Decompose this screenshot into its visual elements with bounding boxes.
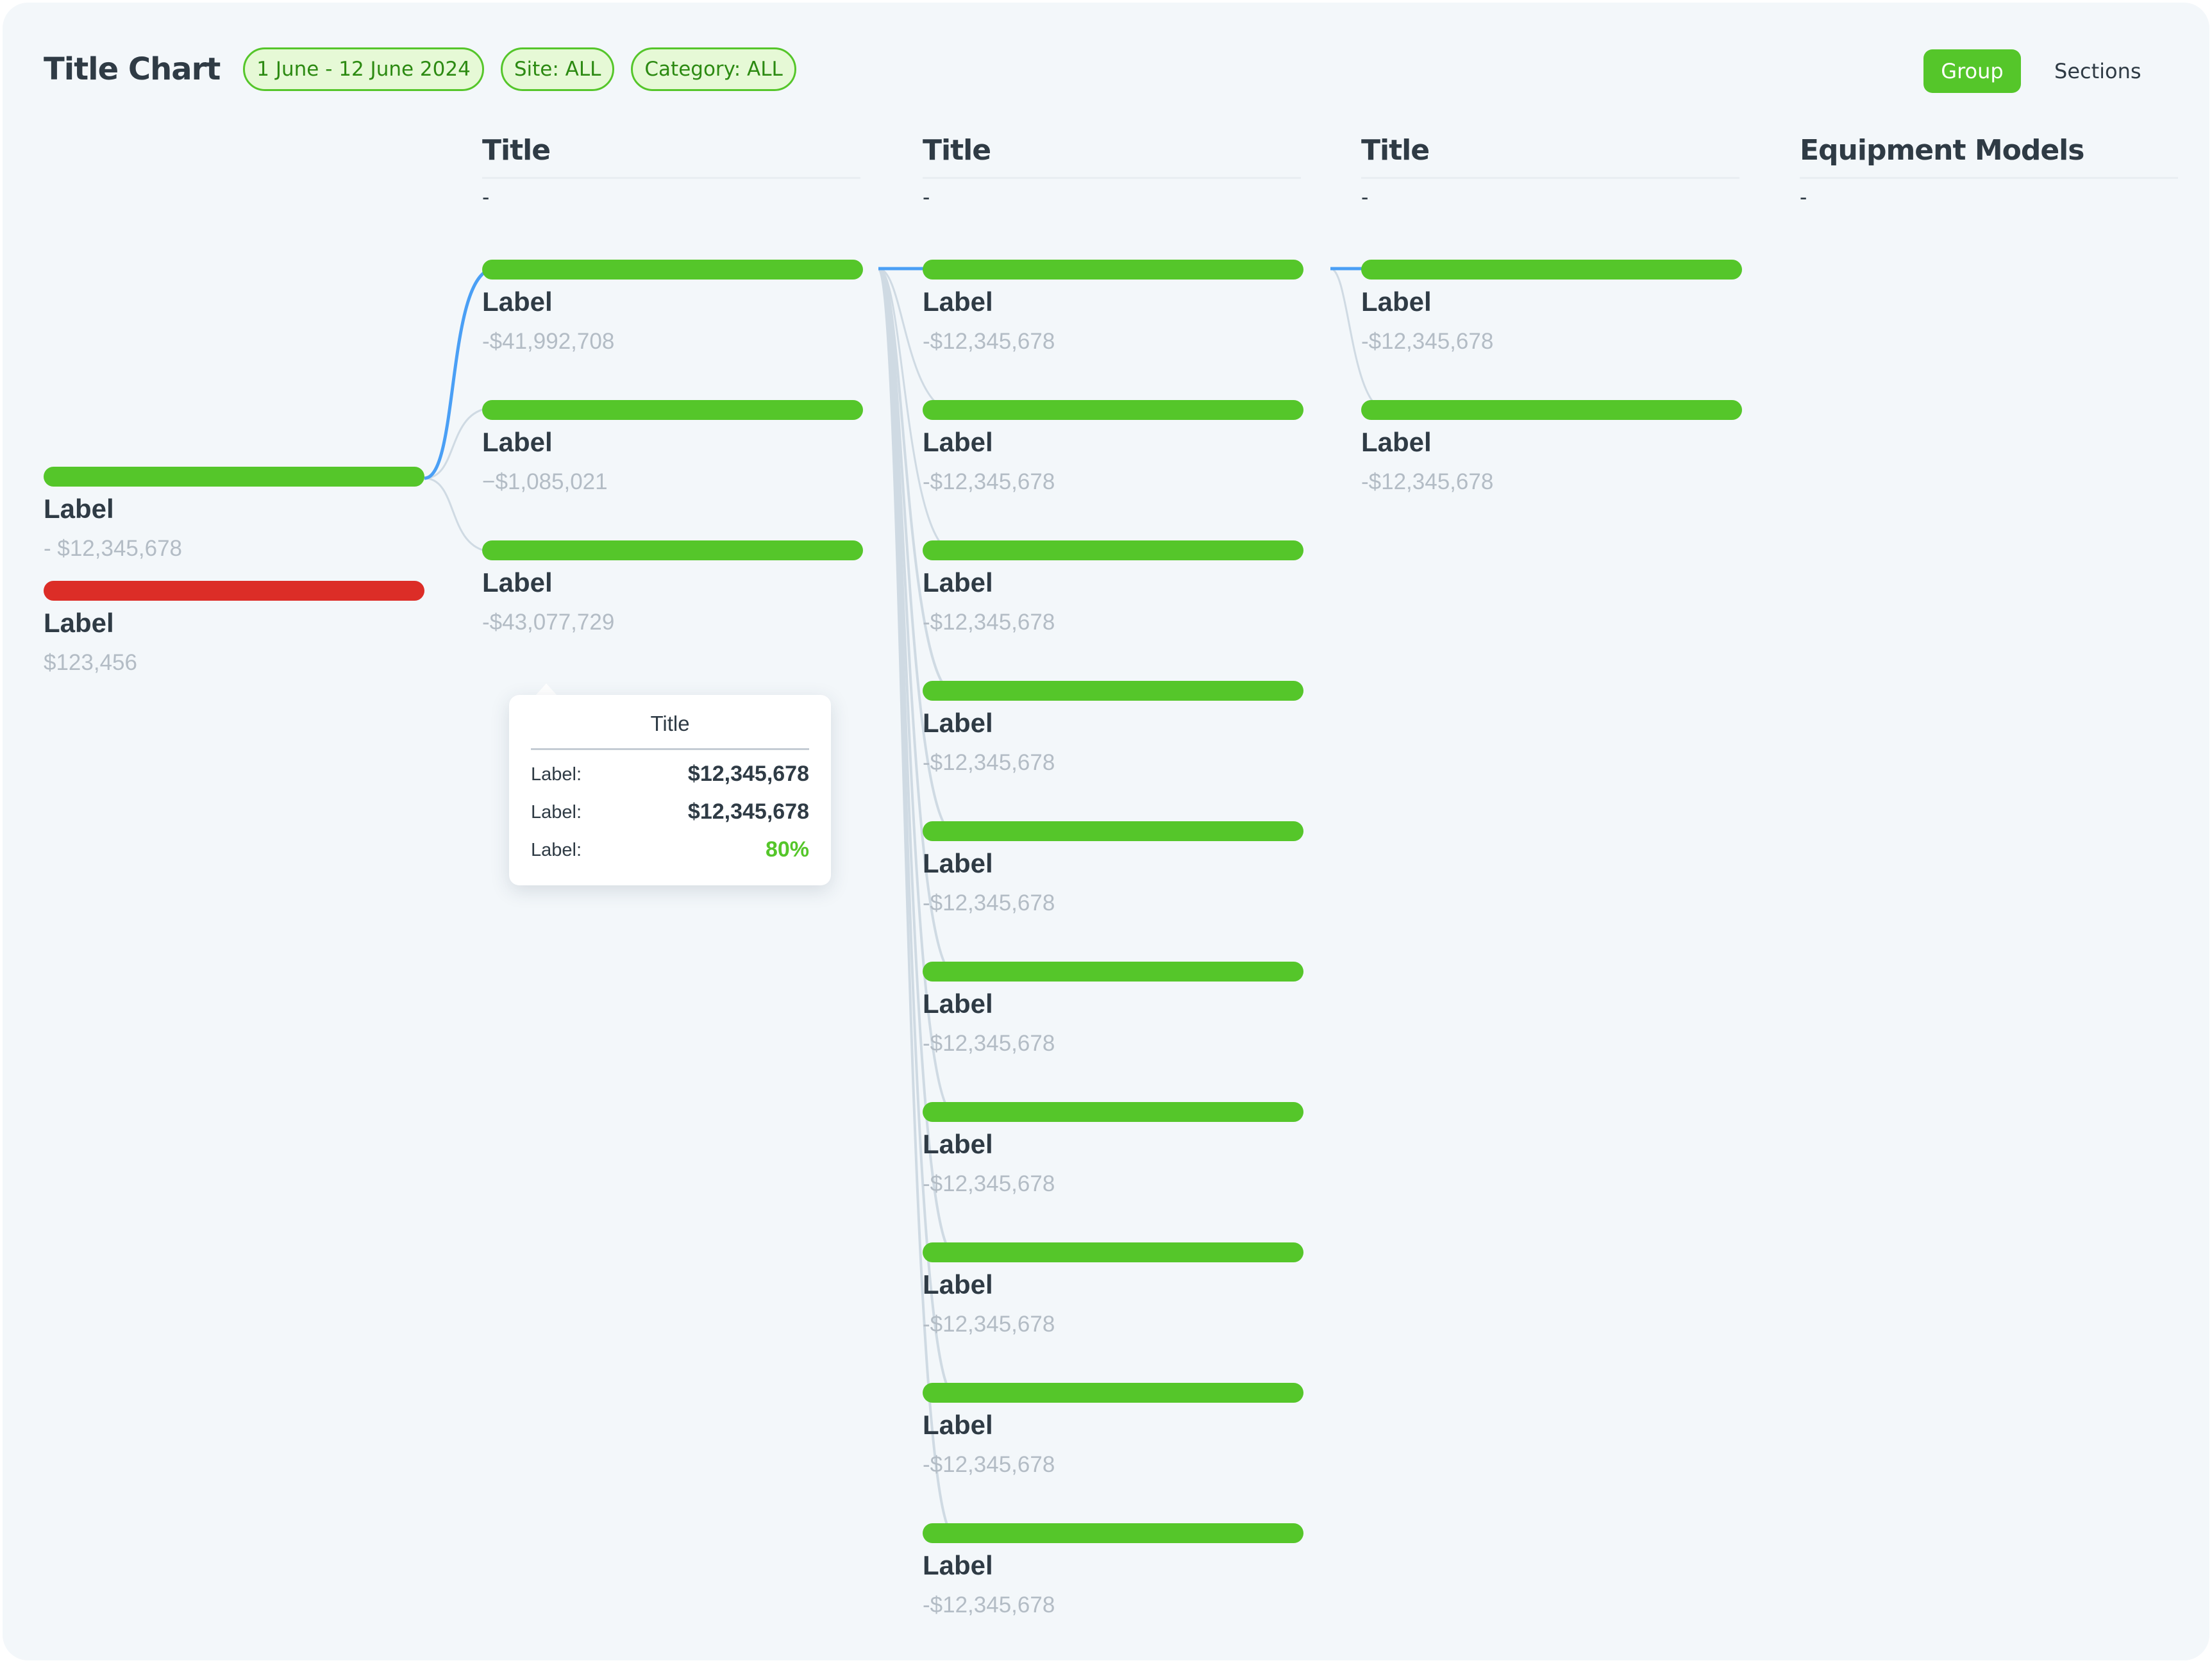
flow-link xyxy=(877,267,955,1537)
node-value: -$12,345,678 xyxy=(1361,329,1494,354)
node-label: Label xyxy=(1361,287,1432,317)
node-value: -$12,345,678 xyxy=(1361,469,1494,494)
node-bar[interactable] xyxy=(482,540,863,560)
node-value: −$1,085,021 xyxy=(482,469,608,494)
flow-link xyxy=(424,406,496,480)
column-title: Title xyxy=(923,134,991,167)
node-value: -$43,077,729 xyxy=(482,610,615,635)
sections-toggle-button[interactable]: Sections xyxy=(2054,59,2141,83)
tooltip-row-key: Label: xyxy=(531,802,582,823)
node-label: Label xyxy=(923,1550,993,1580)
flow-link-highlighted xyxy=(424,267,496,480)
node-label: Label xyxy=(482,427,553,457)
node-bar[interactable] xyxy=(923,400,1303,420)
date-range-filter[interactable]: 1 June - 12 June 2024 xyxy=(243,47,484,91)
tooltip-row-key: Label: xyxy=(531,764,582,785)
node-bar[interactable] xyxy=(923,1523,1303,1543)
node-value: -$12,345,678 xyxy=(923,890,1055,915)
node-bar[interactable] xyxy=(482,400,863,420)
node-label: Label xyxy=(44,608,114,638)
node-label: Label xyxy=(923,287,993,317)
node-value: -$12,345,678 xyxy=(923,1031,1055,1056)
node-label: Label xyxy=(923,1410,993,1440)
node-bar[interactable] xyxy=(923,681,1303,701)
node-label: Label xyxy=(923,708,993,738)
node-bar[interactable] xyxy=(923,540,1303,560)
tooltip: Title Label: $12,345,678 Label: $12,345,… xyxy=(509,695,831,885)
page-title: Title Chart xyxy=(44,51,221,87)
node-bar-negative[interactable] xyxy=(44,581,424,601)
node-bar[interactable] xyxy=(923,1383,1303,1403)
node-bar[interactable] xyxy=(482,260,863,280)
flow-link xyxy=(424,477,496,553)
node-value: -$12,345,678 xyxy=(923,1592,1055,1617)
node-bar[interactable] xyxy=(923,1102,1303,1122)
node-value: -$12,345,678 xyxy=(923,469,1055,494)
category-filter[interactable]: Category: ALL xyxy=(631,47,796,91)
node-label: Label xyxy=(1361,427,1432,457)
node-value: -$12,345,678 xyxy=(923,1452,1055,1477)
node-label: Label xyxy=(482,567,553,598)
column-subtitle: - xyxy=(1800,185,1807,210)
site-filter[interactable]: Site: ALL xyxy=(500,47,615,91)
tooltip-row-value: $12,345,678 xyxy=(687,799,809,824)
node-bar[interactable] xyxy=(1361,260,1742,280)
node-label: Label xyxy=(923,848,993,878)
node-bar[interactable] xyxy=(923,821,1303,841)
node-label: Label xyxy=(923,989,993,1019)
column-divider xyxy=(1361,177,1739,179)
column-title: Title xyxy=(1361,134,1430,167)
column-subtitle: - xyxy=(482,185,490,210)
node-value: -$12,345,678 xyxy=(923,329,1055,354)
tooltip-divider xyxy=(531,748,809,750)
tooltip-row-percent: 80% xyxy=(765,837,809,862)
tooltip-title: Title xyxy=(650,712,690,735)
column-divider xyxy=(1800,177,2178,179)
header-row: Title Chart 1 June - 12 June 2024 Site: … xyxy=(44,47,796,91)
node-value: -$41,992,708 xyxy=(482,329,615,354)
node-bar[interactable] xyxy=(44,467,424,487)
column-divider xyxy=(482,177,860,179)
tooltip-arrow xyxy=(535,683,558,696)
tooltip-row-key: Label: xyxy=(531,840,582,860)
node-bar[interactable] xyxy=(923,1242,1303,1262)
column-divider xyxy=(923,177,1301,179)
node-bar[interactable] xyxy=(1361,400,1742,420)
column-subtitle: - xyxy=(1361,185,1369,210)
node-label: Label xyxy=(923,1269,993,1299)
node-label: Label xyxy=(923,567,993,598)
column-title: Title xyxy=(482,134,551,167)
node-label: Label xyxy=(482,287,553,317)
node-label: Label xyxy=(44,494,114,524)
node-value: -$12,345,678 xyxy=(923,750,1055,775)
node-value: - $12,345,678 xyxy=(44,536,183,561)
chart-panel: Title Chart 1 June - 12 June 2024 Site: … xyxy=(3,3,2209,1660)
node-bar[interactable] xyxy=(923,260,1303,280)
node-value: -$12,345,678 xyxy=(923,1312,1055,1337)
node-value: -$12,345,678 xyxy=(923,1171,1055,1196)
node-label: Label xyxy=(923,427,993,457)
node-bar[interactable] xyxy=(923,962,1303,982)
flow-link xyxy=(878,267,955,555)
node-value: $123,456 xyxy=(44,650,137,675)
tooltip-row-value: $12,345,678 xyxy=(687,762,809,786)
column-subtitle: - xyxy=(923,185,930,210)
column-title: Equipment Models xyxy=(1800,134,2084,167)
group-toggle-button[interactable]: Group xyxy=(1923,49,2021,93)
node-label: Label xyxy=(923,1129,993,1159)
node-value: -$12,345,678 xyxy=(923,610,1055,635)
